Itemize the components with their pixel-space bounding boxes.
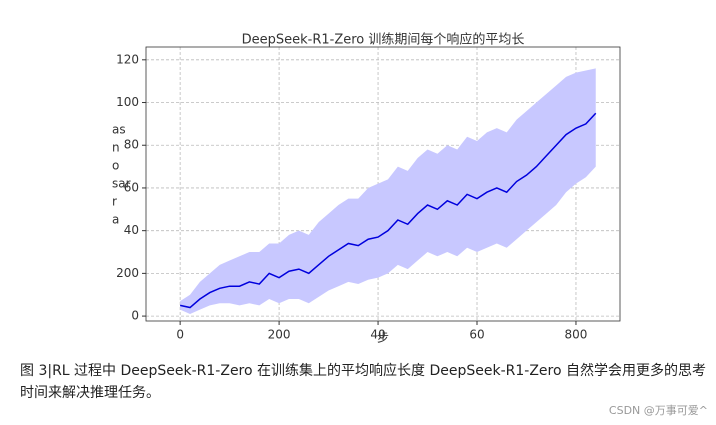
y-tick-label: 0 [131, 309, 139, 323]
range-band [180, 68, 596, 314]
chart: DeepSeek-R1-Zero 训练期间每个响应的平均长 步 0 200 40 60… [112, 32, 621, 345]
y-tick-label: 40 [124, 223, 139, 237]
x-tick-label: 200 [268, 328, 291, 342]
y-axis-label: a [112, 213, 119, 227]
mean-line [179, 112, 597, 309]
x-axis-label: 步 [377, 331, 389, 345]
y-axis-label: o [112, 159, 119, 173]
x-tick-label: 800 [565, 328, 588, 342]
y-tick-label: 120 [116, 52, 139, 66]
x-tick-label: 40 [370, 328, 385, 342]
y-axis-label: n [112, 141, 120, 155]
y-tick-label: 200 [116, 266, 139, 280]
y-axis-label: r [112, 195, 117, 209]
x-tick-label: 60 [469, 328, 484, 342]
caption: 图 3|RL 过程中 DeepSeek-R1-Zero 在训练集上的平均响应长度… [20, 363, 706, 401]
chart-title: DeepSeek-R1-Zero 训练期间每个响应的平均长 [242, 32, 525, 48]
y-tick-label: 80 [124, 138, 139, 152]
y-axis-label: as [112, 123, 126, 137]
plot-frame [145, 46, 621, 322]
x-tick-label: 0 [176, 328, 184, 342]
y-axis-label: sar [112, 177, 131, 191]
y-tick-label: 60 [124, 180, 139, 194]
watermark: CSDN @万事可爱^ [608, 404, 708, 417]
y-tick-label: 100 [116, 95, 139, 109]
